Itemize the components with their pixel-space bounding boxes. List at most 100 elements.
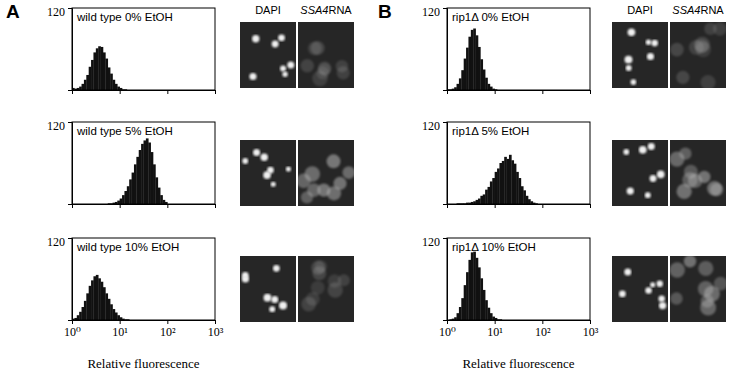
y-tick-mark	[443, 8, 447, 9]
histogram-bar	[492, 317, 495, 320]
x-tick	[167, 90, 168, 94]
histogram-bar	[497, 168, 500, 204]
y-tick-mark	[68, 238, 72, 239]
histogram-bar	[155, 177, 158, 204]
histogram-panel: 10⁰10¹10²10³120rip1Δ 10% EtOHRelative fl…	[422, 235, 599, 371]
histogram-bar	[132, 173, 135, 204]
histogram-bar	[478, 267, 481, 320]
histogram-bar	[120, 199, 123, 204]
histogram-bar	[124, 191, 127, 204]
cell	[707, 181, 722, 196]
x-tick-mark	[590, 90, 591, 94]
x-tick-mark	[542, 90, 543, 94]
x-tick	[215, 204, 216, 208]
bars	[108, 138, 168, 204]
histogram-bar	[103, 52, 106, 90]
nucleus	[648, 143, 655, 150]
histogram-bar	[117, 201, 120, 204]
histogram-bar	[504, 157, 507, 204]
micrograph-background	[612, 22, 668, 88]
histogram-bar	[457, 84, 460, 90]
histogram-bar	[89, 286, 92, 320]
cell	[327, 154, 341, 168]
histogram-bar	[509, 155, 512, 204]
histogram-bar	[485, 190, 488, 204]
y-tick-mark	[443, 238, 447, 239]
micrograph	[670, 22, 726, 88]
histogram-bar	[108, 67, 111, 90]
micrograph	[612, 22, 668, 88]
histogram-bar	[476, 258, 479, 320]
histogram-bar	[499, 163, 502, 204]
histogram-bar	[492, 178, 495, 204]
nucleus	[261, 154, 268, 161]
panel-label: A	[6, 1, 20, 22]
x-tick-label: 10²	[535, 325, 551, 339]
micrograph-background	[298, 22, 354, 88]
histogram-bar	[466, 272, 469, 320]
histogram-bar	[514, 164, 517, 204]
micrograph	[240, 256, 296, 322]
histogram-bar	[79, 87, 82, 90]
plot-frame	[72, 238, 215, 320]
histogram-bar	[466, 48, 469, 90]
histogram-bar	[84, 301, 87, 320]
histogram-bar	[82, 307, 85, 320]
nucleus	[253, 149, 260, 156]
y-tick-label: 120	[422, 235, 440, 249]
x-tick-mark	[590, 204, 591, 208]
histogram-bar	[93, 276, 96, 320]
cell	[670, 43, 684, 57]
nucleus	[619, 291, 626, 298]
histogram-bar	[473, 29, 476, 91]
x-tick-mark	[120, 204, 121, 208]
bars	[447, 29, 497, 91]
nucleus	[273, 265, 280, 272]
micrograph-background	[298, 256, 354, 322]
x-tick: 10²	[535, 320, 551, 339]
cell	[688, 174, 702, 188]
panel-title: wild type 5% EtOH	[76, 125, 173, 137]
histogram-bar	[480, 196, 483, 204]
nucleus	[650, 282, 655, 287]
histogram-bar	[468, 37, 471, 90]
x-axis	[73, 90, 216, 94]
histogram-bar	[96, 275, 99, 320]
panel-title: wild type 10% EtOH	[76, 241, 179, 253]
plot-frame	[72, 122, 215, 204]
plot-frame	[447, 122, 590, 204]
histogram-bar	[141, 144, 144, 204]
nucleus	[631, 79, 637, 85]
micrograph-background	[612, 256, 668, 322]
histogram-bar	[488, 84, 491, 90]
nucleus	[645, 192, 651, 198]
nucleus	[623, 149, 629, 155]
cell	[676, 71, 689, 84]
plot-frame	[447, 238, 590, 320]
nucleus	[646, 40, 651, 45]
x-axis-line	[73, 91, 216, 95]
histogram-bar	[478, 199, 481, 204]
histogram-bar	[84, 80, 87, 90]
histogram-bar	[485, 300, 488, 320]
x-tick-mark	[167, 204, 168, 208]
nucleus	[645, 287, 652, 294]
nucleus	[628, 29, 636, 37]
y-tick: 120	[47, 235, 72, 249]
x-tick-mark	[120, 90, 121, 94]
histogram-bar	[101, 47, 104, 90]
nucleus	[625, 56, 633, 64]
nucleus	[659, 302, 666, 309]
nucleus	[252, 35, 259, 42]
cell	[308, 42, 322, 56]
y-axis: 120	[47, 119, 73, 205]
y-tick-label: 120	[47, 5, 65, 19]
histogram-bar	[490, 87, 493, 90]
bars	[457, 155, 538, 204]
histogram-bar	[103, 287, 106, 320]
cell	[700, 300, 716, 316]
histogram-bar	[468, 260, 471, 320]
micrograph	[670, 256, 726, 322]
histogram-bar	[146, 138, 149, 204]
cell	[698, 261, 713, 276]
